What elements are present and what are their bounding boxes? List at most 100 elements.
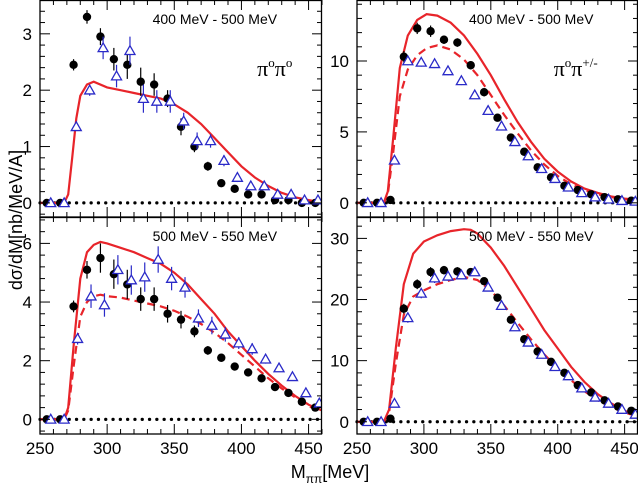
- filled-circle-series: [359, 265, 636, 426]
- reaction-label-part: π: [275, 56, 286, 81]
- open-triangle-point: [217, 154, 231, 166]
- filled-circle-point: [479, 87, 489, 97]
- filled-circle-point: [453, 38, 462, 47]
- x-axis-title: Mππ[MeV]: [291, 462, 370, 486]
- y-tick-label: 0: [340, 194, 349, 213]
- y-tick-label: 5: [340, 123, 349, 142]
- open-triangle-point: [231, 171, 244, 182]
- reaction-label-part: o: [286, 55, 293, 70]
- filled-circle-point: [243, 368, 253, 377]
- filled-circle-point: [439, 35, 449, 44]
- open-triangle-point: [495, 119, 508, 131]
- open-triangle-point: [110, 69, 123, 81]
- filled-circle-point: [257, 374, 266, 383]
- open-triangle-series: [44, 36, 322, 208]
- filled-circle-point: [69, 302, 78, 311]
- filled-circle-point: [257, 190, 266, 199]
- open-triangle-point: [589, 190, 602, 202]
- reaction-label-part: π: [571, 56, 582, 81]
- open-triangle-point: [602, 397, 615, 408]
- reaction-label-part: o: [565, 55, 572, 70]
- open-triangle-point: [374, 415, 388, 427]
- open-triangle-point: [259, 352, 272, 364]
- open-triangle-point: [152, 253, 165, 264]
- open-triangle-series: [361, 54, 638, 208]
- filled-circle-point: [399, 304, 409, 313]
- x-tick-label: 300: [410, 439, 438, 458]
- model-solid-curve: [357, 13, 638, 204]
- open-triangle-point: [428, 271, 441, 283]
- open-triangle-point: [58, 196, 71, 208]
- filled-circle-point: [479, 276, 489, 286]
- filled-circle-point: [243, 190, 253, 199]
- filled-circle-point: [163, 309, 172, 318]
- open-triangle-point: [44, 413, 57, 424]
- y-tick-label: 0: [23, 410, 32, 429]
- model-solid-curve: [357, 228, 638, 423]
- y-tick-label: 1: [23, 138, 32, 157]
- open-triangle-point: [164, 95, 177, 106]
- open-triangle-point: [482, 104, 495, 116]
- y-tick-label: 3: [23, 25, 32, 44]
- open-triangle-point: [232, 336, 245, 348]
- plot-area: [40, 10, 322, 208]
- open-triangle-point: [455, 268, 468, 280]
- y-tick-label: 2: [23, 81, 32, 100]
- y-tick-label: 6: [23, 234, 32, 253]
- filled-circle-point: [109, 54, 119, 64]
- filled-circle-point: [230, 362, 239, 371]
- filled-circle-point: [284, 388, 293, 398]
- open-triangle-point: [441, 269, 455, 281]
- open-triangle-point: [111, 263, 125, 275]
- y-tick-label: 10: [330, 352, 349, 371]
- open-triangle-point: [415, 56, 428, 67]
- open-triangle-point: [71, 332, 84, 344]
- open-triangle-point: [178, 281, 192, 292]
- filled-circle-point: [176, 315, 186, 324]
- x-tick-label: 300: [93, 439, 121, 458]
- model-solid-curve: [40, 80, 322, 204]
- panel-bottom-left: 250 300 350 400 450 0 2 4 6 500 MeV - 550 MeV: [23, 216, 324, 458]
- open-triangle-point: [96, 41, 110, 53]
- open-triangle-point: [615, 403, 629, 414]
- model-dashed-curve: [357, 275, 638, 423]
- open-triangle-series: [361, 265, 638, 427]
- filled-circle-point: [136, 294, 145, 304]
- open-triangle-point: [468, 265, 481, 277]
- filled-circle-series: [42, 243, 320, 424]
- x-tick-label: 450: [294, 439, 322, 458]
- open-triangle-point: [535, 348, 548, 359]
- open-triangle-series: [44, 246, 322, 424]
- y-tick-label: 4: [23, 293, 32, 312]
- open-triangle-point: [299, 386, 313, 398]
- open-triangle-point: [98, 298, 111, 310]
- open-triangle-point: [495, 299, 508, 311]
- open-triangle-point: [177, 114, 190, 126]
- x-tick-label: 450: [610, 439, 638, 458]
- open-triangle-point: [361, 196, 374, 208]
- x-axis-title-unit: [MeV]: [322, 462, 369, 482]
- model-solid-curve: [40, 240, 322, 421]
- plot-area: [357, 228, 638, 427]
- open-triangle-point: [602, 192, 615, 204]
- filled-circle-point: [82, 12, 92, 22]
- filled-circle-point: [270, 382, 280, 392]
- open-triangle-point: [428, 57, 441, 69]
- reaction-label-part: +/-: [582, 55, 597, 70]
- open-triangle-point: [204, 134, 217, 146]
- open-triangle-point: [388, 397, 401, 408]
- y-tick-label: 0: [23, 194, 32, 213]
- filled-circle-point: [426, 27, 435, 36]
- open-triangle-point: [508, 135, 522, 147]
- open-triangle-point: [138, 270, 151, 282]
- open-triangle-point: [548, 360, 562, 372]
- reaction-label-part: π: [257, 56, 268, 81]
- y-tick-label: 10: [330, 52, 349, 71]
- open-triangle-point: [575, 381, 588, 393]
- x-axis-title-subscript: ππ: [306, 472, 323, 486]
- open-triangle-point: [123, 44, 137, 56]
- filled-circle-point: [493, 113, 502, 122]
- filled-circle-point: [413, 24, 422, 33]
- open-triangle-point: [205, 319, 219, 330]
